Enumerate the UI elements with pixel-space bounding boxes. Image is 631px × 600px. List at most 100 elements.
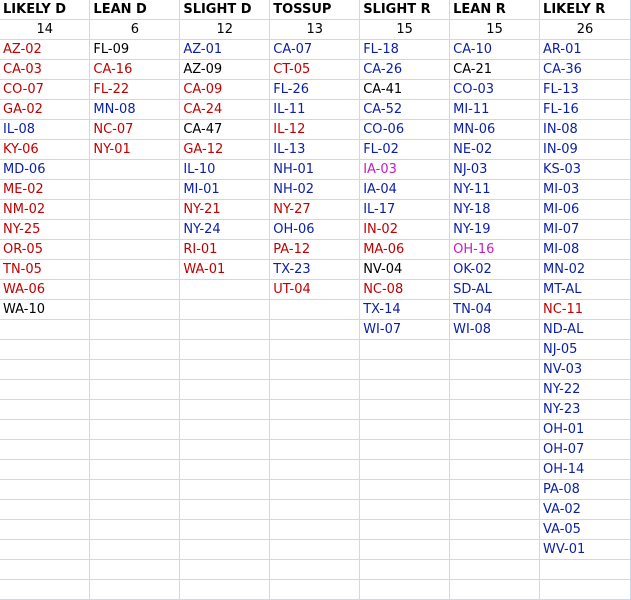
- district-cell[interactable]: ME-02: [0, 179, 91, 200]
- district-cell[interactable]: WA-06: [0, 279, 91, 300]
- district-cell[interactable]: NY-22: [539, 379, 631, 400]
- empty-cell[interactable]: [449, 479, 541, 500]
- district-cell[interactable]: IL-11: [269, 99, 361, 120]
- district-cell[interactable]: TN-05: [0, 259, 91, 280]
- district-cell[interactable]: WA-01: [179, 259, 271, 280]
- empty-cell[interactable]: [359, 419, 451, 440]
- empty-cell[interactable]: [449, 559, 541, 580]
- empty-cell[interactable]: [269, 419, 361, 440]
- district-cell[interactable]: NY-23: [539, 399, 631, 420]
- empty-cell[interactable]: [539, 579, 631, 600]
- empty-cell[interactable]: [359, 379, 451, 400]
- column-count[interactable]: 26: [539, 19, 631, 40]
- empty-cell[interactable]: [359, 479, 451, 500]
- empty-cell[interactable]: [449, 419, 541, 440]
- empty-cell[interactable]: [449, 459, 541, 480]
- empty-cell[interactable]: [359, 339, 451, 360]
- district-cell[interactable]: MI-07: [539, 219, 631, 240]
- district-cell[interactable]: NY-25: [0, 219, 91, 240]
- empty-cell[interactable]: [0, 579, 91, 600]
- district-cell[interactable]: AZ-01: [179, 39, 271, 60]
- district-cell[interactable]: KY-06: [0, 139, 91, 160]
- column-count[interactable]: 6: [89, 19, 181, 40]
- district-cell[interactable]: MI-08: [539, 239, 631, 260]
- district-cell[interactable]: NY-24: [179, 219, 271, 240]
- district-cell[interactable]: PA-08: [539, 479, 631, 500]
- empty-cell[interactable]: [179, 519, 271, 540]
- district-cell[interactable]: CO-06: [359, 119, 451, 140]
- district-cell[interactable]: TX-23: [269, 259, 361, 280]
- district-cell[interactable]: FL-26: [269, 79, 361, 100]
- empty-cell[interactable]: [179, 339, 271, 360]
- district-cell[interactable]: IL-10: [179, 159, 271, 180]
- district-cell[interactable]: WV-01: [539, 539, 631, 560]
- district-cell[interactable]: IL-12: [269, 119, 361, 140]
- empty-cell[interactable]: [89, 199, 181, 220]
- column-count[interactable]: 15: [359, 19, 451, 40]
- empty-cell[interactable]: [89, 299, 181, 320]
- empty-cell[interactable]: [449, 519, 541, 540]
- district-cell[interactable]: FL-16: [539, 99, 631, 120]
- district-cell[interactable]: CA-41: [359, 79, 451, 100]
- district-cell[interactable]: MD-06: [0, 159, 91, 180]
- empty-cell[interactable]: [89, 499, 181, 520]
- empty-cell[interactable]: [89, 539, 181, 560]
- district-cell[interactable]: MI-06: [539, 199, 631, 220]
- empty-cell[interactable]: [539, 559, 631, 580]
- district-cell[interactable]: TN-04: [449, 299, 541, 320]
- empty-cell[interactable]: [179, 399, 271, 420]
- district-cell[interactable]: CA-10: [449, 39, 541, 60]
- empty-cell[interactable]: [449, 499, 541, 520]
- district-cell[interactable]: NJ-03: [449, 159, 541, 180]
- district-cell[interactable]: NH-01: [269, 159, 361, 180]
- district-cell[interactable]: PA-12: [269, 239, 361, 260]
- district-cell[interactable]: MI-01: [179, 179, 271, 200]
- empty-cell[interactable]: [359, 559, 451, 580]
- column-header[interactable]: LIKELY D: [0, 0, 91, 20]
- district-cell[interactable]: CA-09: [179, 79, 271, 100]
- column-count[interactable]: 12: [179, 19, 271, 40]
- column-count[interactable]: 13: [269, 19, 361, 40]
- district-cell[interactable]: AR-01: [539, 39, 631, 60]
- empty-cell[interactable]: [89, 159, 181, 180]
- district-cell[interactable]: MI-03: [539, 179, 631, 200]
- empty-cell[interactable]: [359, 519, 451, 540]
- district-cell[interactable]: NY-01: [89, 139, 181, 160]
- empty-cell[interactable]: [0, 539, 91, 560]
- column-header[interactable]: SLIGHT R: [359, 0, 451, 20]
- district-cell[interactable]: IL-13: [269, 139, 361, 160]
- district-cell[interactable]: VA-02: [539, 499, 631, 520]
- district-cell[interactable]: IN-02: [359, 219, 451, 240]
- empty-cell[interactable]: [359, 459, 451, 480]
- district-cell[interactable]: CO-07: [0, 79, 91, 100]
- empty-cell[interactable]: [269, 339, 361, 360]
- empty-cell[interactable]: [89, 319, 181, 340]
- empty-cell[interactable]: [89, 179, 181, 200]
- district-cell[interactable]: NH-02: [269, 179, 361, 200]
- empty-cell[interactable]: [179, 439, 271, 460]
- empty-cell[interactable]: [0, 479, 91, 500]
- district-cell[interactable]: OH-16: [449, 239, 541, 260]
- empty-cell[interactable]: [89, 399, 181, 420]
- district-cell[interactable]: OR-05: [0, 239, 91, 260]
- district-cell[interactable]: GA-02: [0, 99, 91, 120]
- district-cell[interactable]: CA-47: [179, 119, 271, 140]
- empty-cell[interactable]: [179, 299, 271, 320]
- district-cell[interactable]: RI-01: [179, 239, 271, 260]
- empty-cell[interactable]: [449, 339, 541, 360]
- district-cell[interactable]: FL-22: [89, 79, 181, 100]
- empty-cell[interactable]: [179, 559, 271, 580]
- column-header[interactable]: TOSSUP: [269, 0, 361, 20]
- empty-cell[interactable]: [89, 359, 181, 380]
- empty-cell[interactable]: [89, 559, 181, 580]
- district-cell[interactable]: NC-08: [359, 279, 451, 300]
- district-cell[interactable]: NC-07: [89, 119, 181, 140]
- empty-cell[interactable]: [179, 419, 271, 440]
- district-cell[interactable]: FL-18: [359, 39, 451, 60]
- empty-cell[interactable]: [269, 519, 361, 540]
- empty-cell[interactable]: [359, 539, 451, 560]
- empty-cell[interactable]: [449, 539, 541, 560]
- empty-cell[interactable]: [0, 419, 91, 440]
- district-cell[interactable]: KS-03: [539, 159, 631, 180]
- empty-cell[interactable]: [269, 559, 361, 580]
